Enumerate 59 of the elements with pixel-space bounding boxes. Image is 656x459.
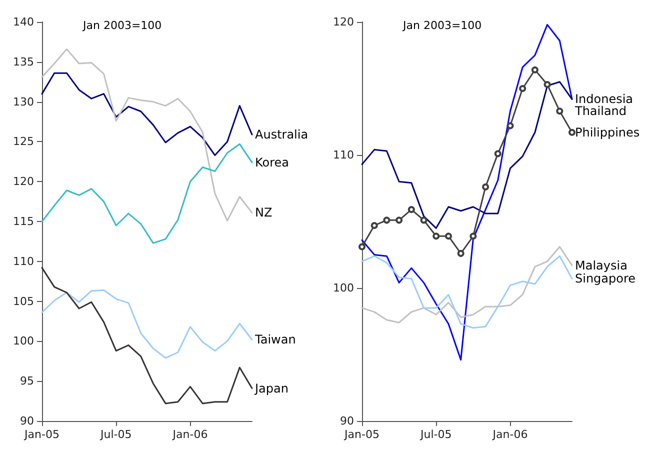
line-series [41, 267, 253, 404]
point [408, 206, 415, 214]
series-label: Indonesia [575, 92, 634, 106]
line-series [361, 255, 573, 329]
y-tick-label: 110 [13, 254, 34, 268]
x-tick-label: Jan-06 [492, 428, 528, 441]
x-tick-label: Jul-05 [419, 428, 452, 441]
series-label: Singapore [575, 272, 636, 286]
point [383, 216, 390, 224]
y-tick-label: 115 [13, 215, 34, 228]
y-tick-label: 105 [13, 294, 34, 308]
series-label: Korea [255, 155, 290, 170]
point [531, 66, 538, 74]
line-series [41, 143, 253, 244]
point [432, 232, 440, 240]
annotation: Jan 2003=100 [82, 19, 162, 32]
line-series [41, 72, 253, 156]
y-tick-label: 100 [13, 334, 34, 348]
y-tick-label: 140 [13, 16, 34, 28]
line-series [361, 246, 573, 324]
annotation: Jan 2003=100 [402, 19, 482, 32]
series-label: Taiwan [254, 332, 296, 347]
point [396, 216, 403, 224]
point [444, 232, 452, 240]
y-tick-label: 95 [20, 374, 34, 388]
series-label: Japan [254, 381, 288, 396]
line-series [41, 289, 253, 359]
point [457, 250, 464, 257]
point [544, 81, 551, 88]
x-tick-label: Jan-05 [24, 428, 60, 441]
y-tick-label: 90 [20, 414, 34, 428]
line-series [41, 48, 253, 222]
series-label: Philippines [575, 125, 640, 140]
point [358, 243, 366, 250]
point [420, 216, 428, 224]
point [568, 128, 576, 136]
x-tick-label: Jan-06 [172, 428, 208, 441]
y-tick-label: 90 [340, 414, 354, 428]
point [494, 150, 502, 158]
x-tick-label: Jan-05 [344, 428, 380, 441]
y-tick-label: 100 [333, 282, 354, 294]
y-tick-label: 120 [13, 175, 34, 188]
y-tick-label: 130 [13, 95, 34, 108]
series-label: Australia [255, 128, 308, 142]
y-tick-label: 120 [333, 16, 354, 28]
series-label: Malaysia [575, 258, 628, 272]
y-tick-label: 135 [13, 55, 34, 68]
point [506, 122, 514, 130]
point [470, 232, 477, 240]
point [482, 183, 490, 190]
point [519, 85, 526, 92]
point [370, 222, 378, 229]
line-series [361, 81, 573, 229]
x-tick-label: Jul-05 [99, 428, 132, 441]
series-label: Thailand [574, 104, 627, 118]
y-tick-label: 110 [333, 148, 354, 162]
point [556, 108, 564, 115]
series-label: NZ [255, 206, 272, 220]
y-tick-label: 125 [13, 135, 34, 148]
